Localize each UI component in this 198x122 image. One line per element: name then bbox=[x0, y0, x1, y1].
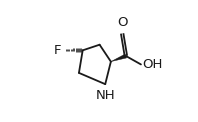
Text: NH: NH bbox=[95, 89, 115, 102]
Polygon shape bbox=[111, 54, 127, 62]
Text: O: O bbox=[117, 16, 127, 29]
Text: F: F bbox=[54, 44, 62, 57]
Text: OH: OH bbox=[142, 58, 163, 71]
